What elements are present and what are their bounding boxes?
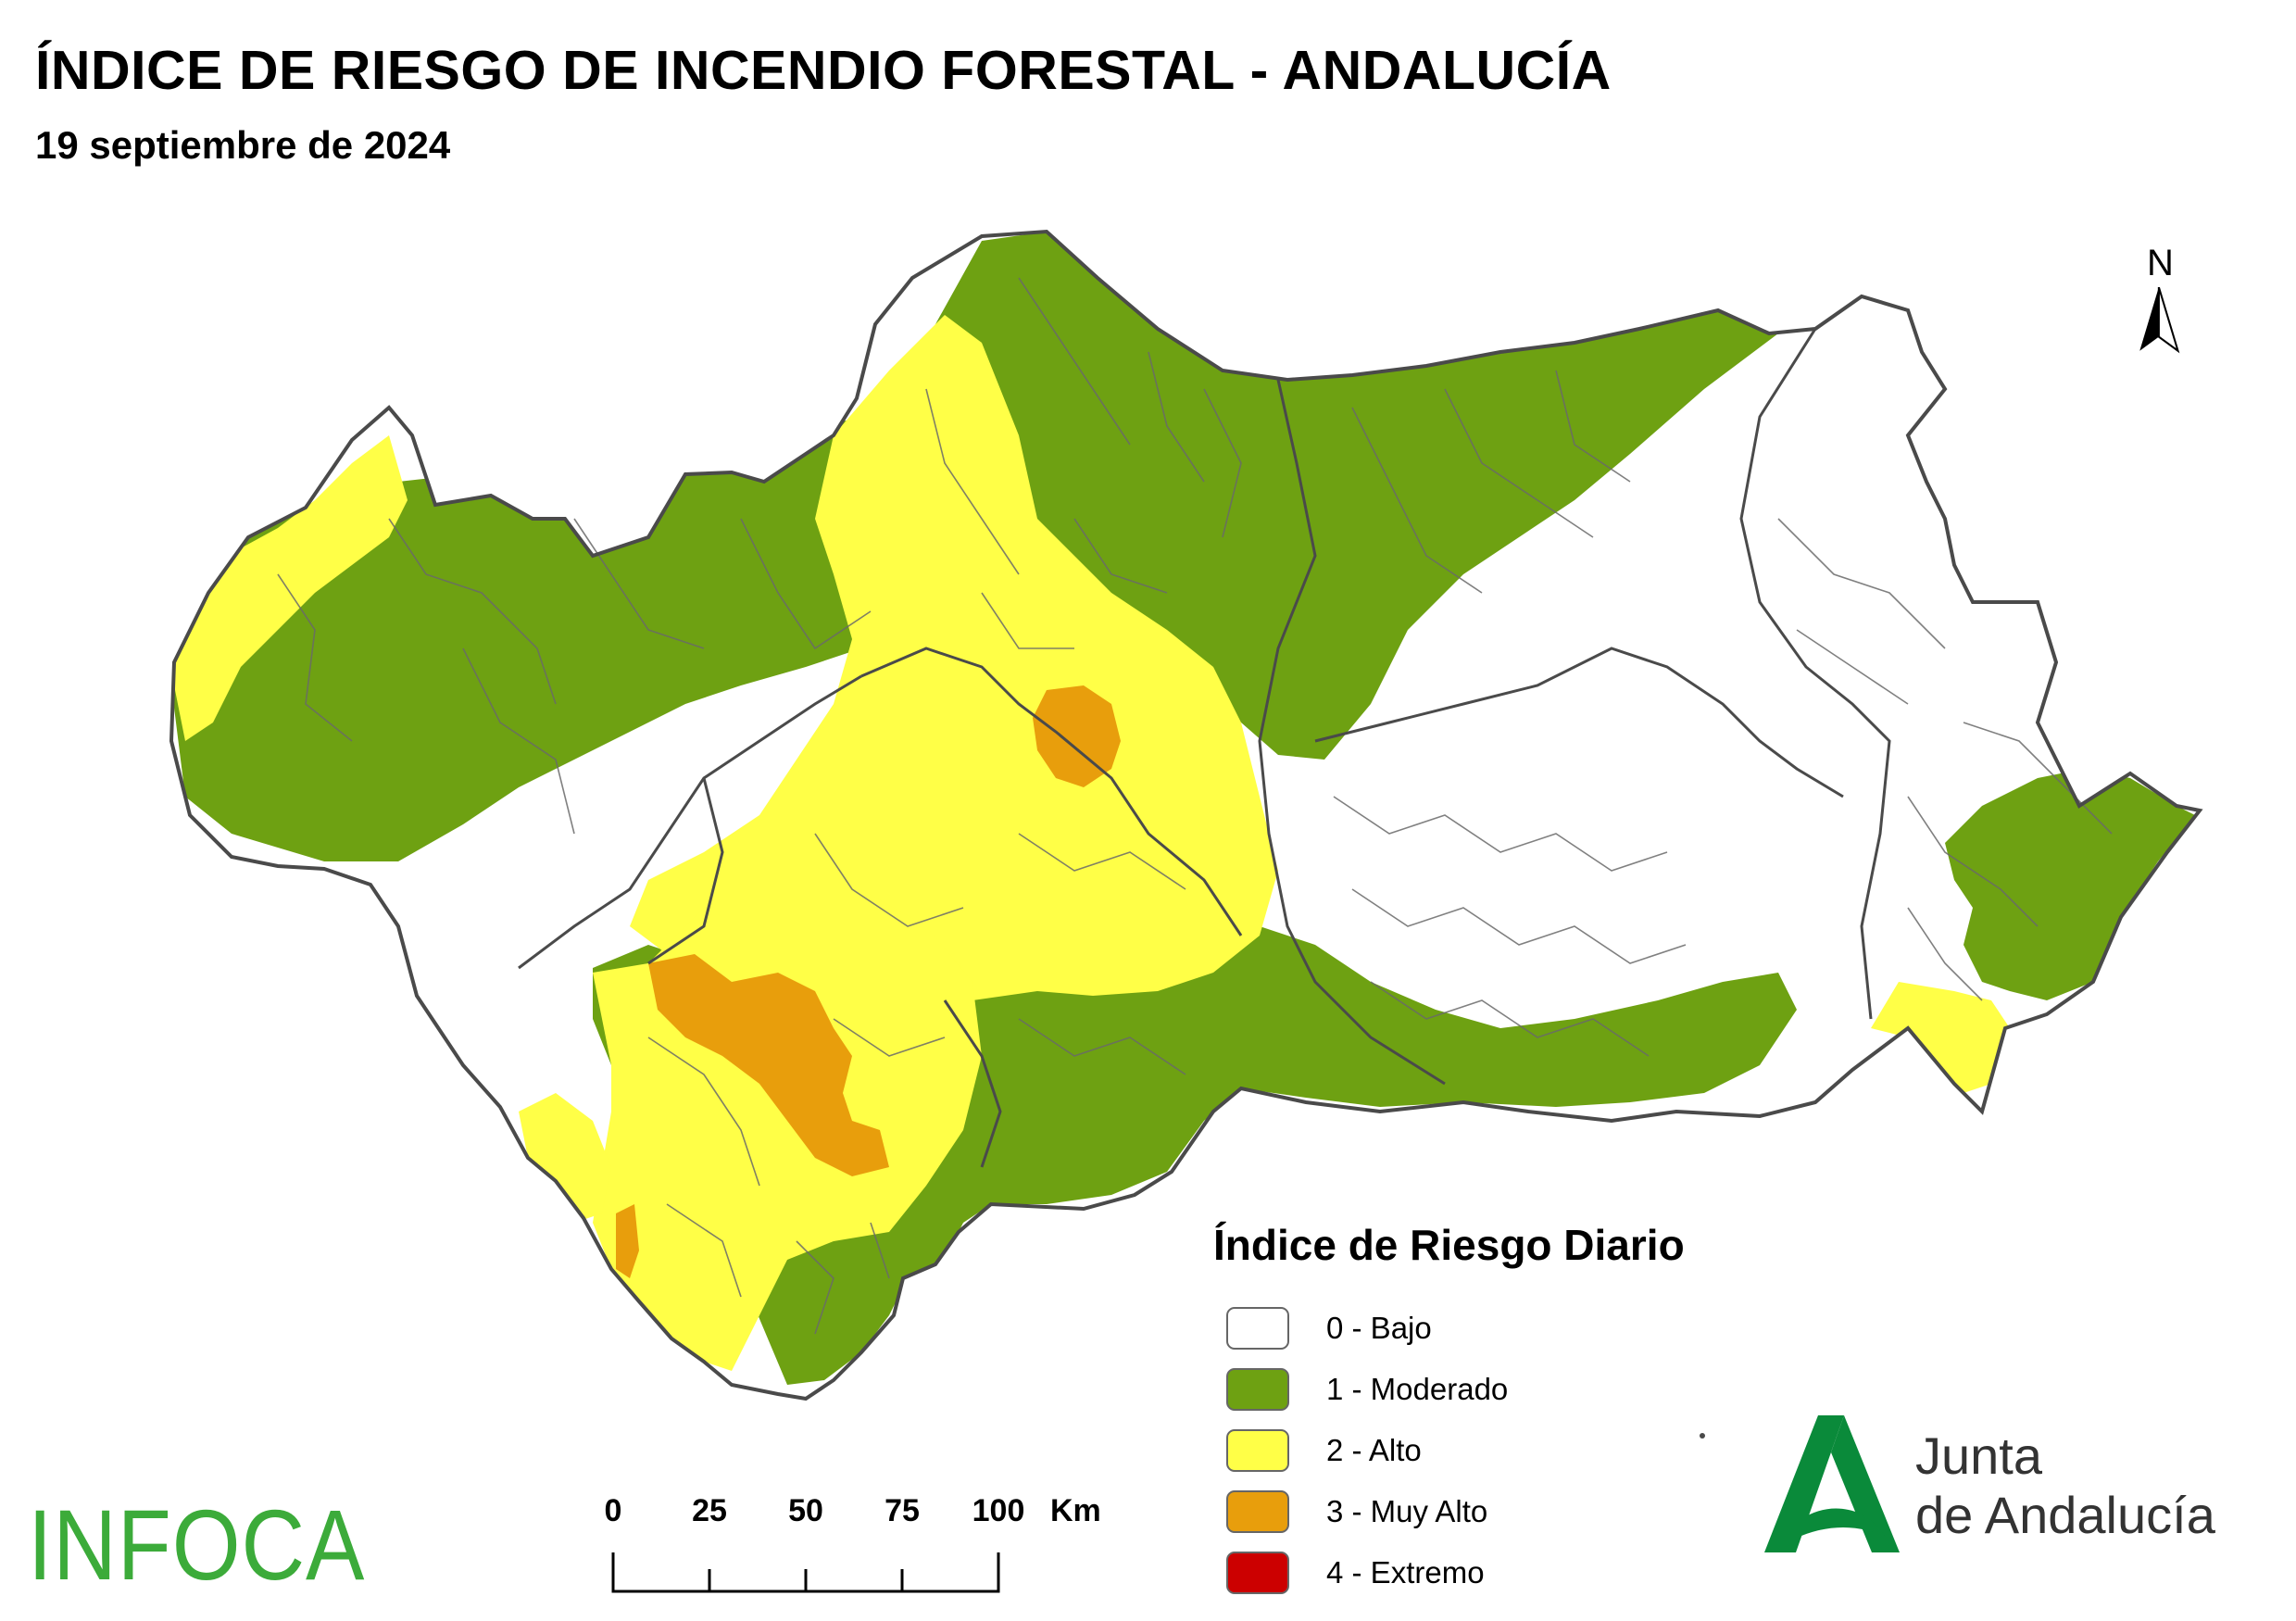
municipal-border (573, 388, 1020, 650)
province-border (943, 999, 1002, 1168)
municipal-border (647, 1018, 1186, 1298)
scale-tick-50: 50 (788, 1493, 823, 1528)
junta-wordmark-line1: Junta (1915, 1426, 2042, 1485)
legend-swatch-bajo (1226, 1307, 1289, 1350)
province-border (860, 647, 1243, 936)
province-border (1258, 379, 1446, 1086)
scale-bar-line (611, 1552, 1000, 1593)
zone-moderado-south (750, 912, 1797, 1385)
province-border (1314, 647, 1844, 798)
municipal-border (1333, 796, 1687, 964)
legend-item-moderado: 1 - Moderado (1213, 1359, 1685, 1420)
province-border (647, 777, 724, 965)
scale-tick-100: 100 (972, 1493, 1025, 1528)
north-label: N (2147, 243, 2174, 283)
municipal-border (1351, 370, 1631, 594)
zone-alto-almeria-coast (1871, 982, 2010, 1093)
legend: Índice de Riesgo Diario 0 - Bajo 1 - Mod… (1213, 1220, 1685, 1603)
junta-andalucia-wordmark: Junta de Andalucía (1915, 1426, 2215, 1545)
north-arrow-icon (2139, 287, 2180, 354)
zone-alto-huelva-coast (519, 1093, 611, 1223)
legend-swatch-moderado (1226, 1368, 1289, 1411)
zone-moderado-almeria (1945, 769, 2195, 1000)
legend-label-extremo: 4 - Extremo (1326, 1555, 1485, 1590)
municipal-border (277, 518, 575, 835)
map-title: ÍNDICE DE RIESGO DE INCENDIO FORESTAL - … (35, 40, 1612, 101)
junta-logo-mark-curve (1801, 1508, 1885, 1536)
legend-swatch-muy-alto (1226, 1490, 1289, 1533)
legend-label-bajo: 0 - Bajo (1326, 1311, 1432, 1345)
zone-muy-alto-sevilla (648, 954, 889, 1176)
legend-label-alto: 2 - Alto (1326, 1433, 1422, 1467)
municipal-border (796, 518, 1168, 1335)
municipal-borders (277, 277, 2113, 1335)
municipal-border (1370, 518, 1946, 1057)
legend-item-extremo: 4 - Extremo (1213, 1542, 1685, 1603)
junta-andalucia-logo-icon (1764, 1415, 1900, 1552)
zone-muy-alto-cordoba (1033, 685, 1121, 787)
legend-item-alto: 2 - Alto (1213, 1420, 1685, 1481)
municipal-border (814, 833, 1186, 1057)
north-arrow-right (2157, 287, 2180, 354)
province-border (518, 674, 862, 970)
legend-swatch-extremo (1226, 1552, 1289, 1594)
scale-bar-graphic (611, 1552, 1000, 1593)
junta-wordmark-line2: de Andalucía (1915, 1486, 2215, 1544)
legend-title: Índice de Riesgo Diario (1213, 1221, 1685, 1269)
map-dot (1700, 1433, 1705, 1439)
legend-item-muy-alto: 3 - Muy Alto (1213, 1481, 1685, 1542)
map-date: 19 septiembre de 2024 (35, 123, 451, 167)
scale-tick-75: 75 (885, 1493, 920, 1528)
municipal-border (1018, 277, 1242, 538)
north-arrow-left (2139, 287, 2159, 351)
legend-swatch-alto (1226, 1429, 1289, 1472)
junta-logo-mark-left (1764, 1415, 1844, 1552)
zone-muy-alto-cadiz (616, 1204, 639, 1278)
legend-label-moderado: 1 - Moderado (1326, 1372, 1509, 1406)
junta-logo-mark-right (1831, 1415, 1900, 1552)
legend-label-muy-alto: 3 - Muy Alto (1326, 1494, 1488, 1528)
internal-borders (518, 328, 1891, 1168)
scale-bar: 0 25 50 75 100 Km (593, 1493, 1101, 1595)
scale-tick-25: 25 (692, 1493, 727, 1528)
infoca-logo: INFOCA (28, 1489, 366, 1601)
scale-unit: Km (1050, 1493, 1101, 1528)
scale-tick-0: 0 (604, 1493, 622, 1528)
legend-item-bajo: 0 - Bajo (1213, 1298, 1685, 1359)
municipal-border (1907, 722, 2113, 1001)
province-border (1739, 328, 1891, 1020)
